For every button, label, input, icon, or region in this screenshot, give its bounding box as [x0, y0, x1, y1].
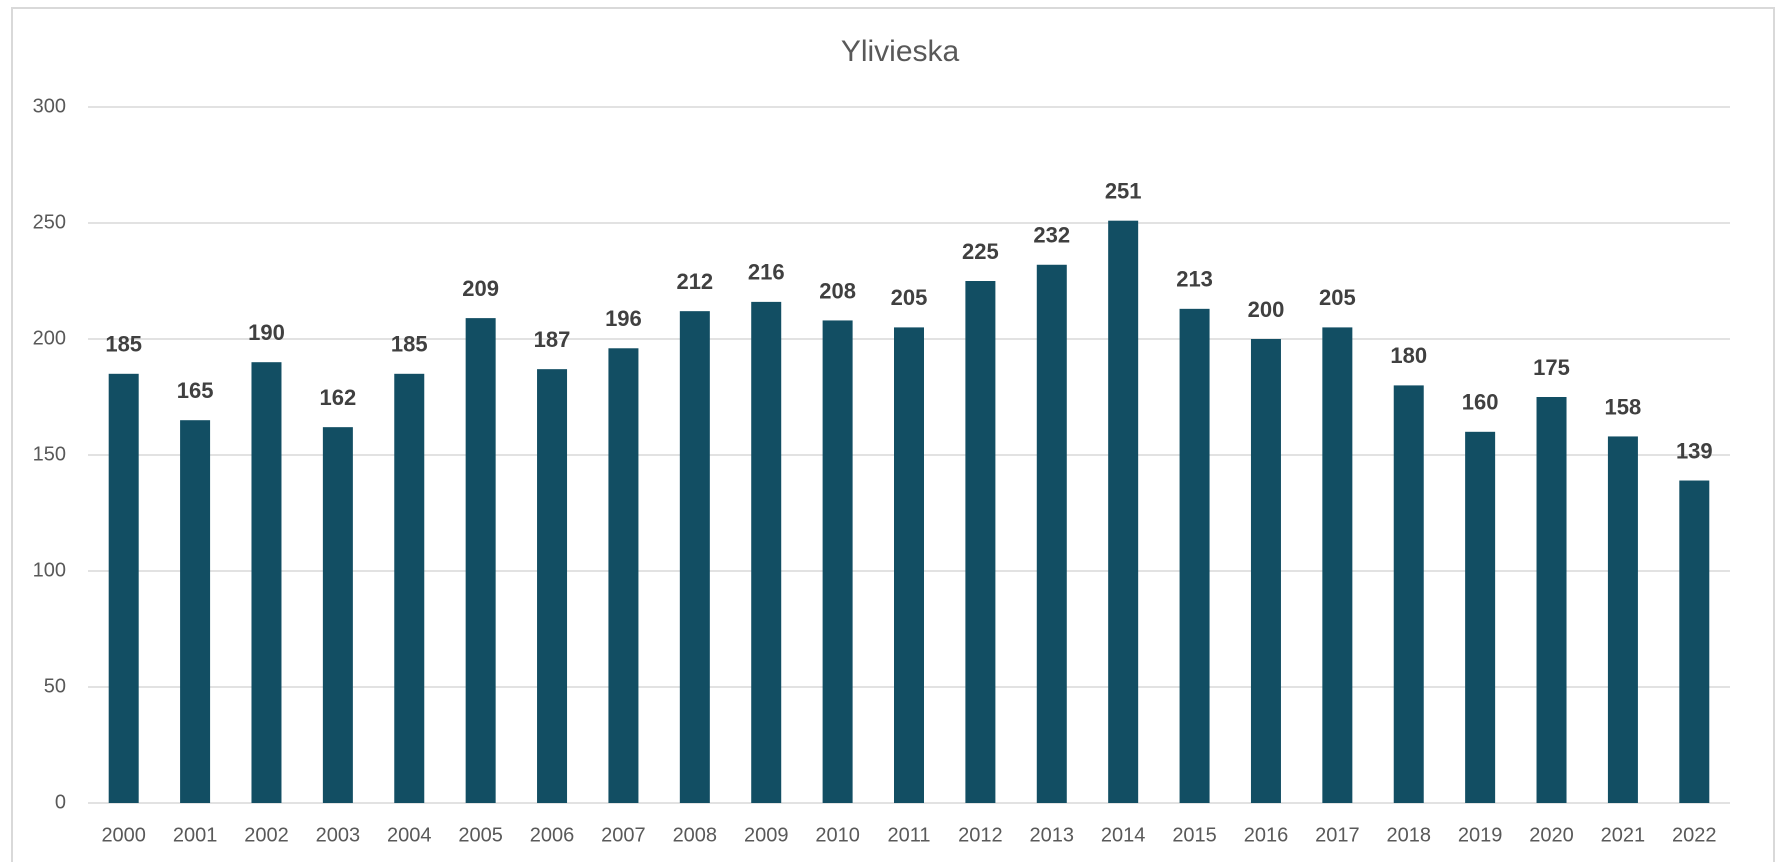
x-tick-label: 2005: [458, 824, 503, 846]
bar: [608, 348, 639, 803]
data-label: 185: [105, 332, 142, 357]
data-label: 139: [1676, 438, 1713, 463]
x-tick-label: 2014: [1101, 824, 1146, 846]
y-tick-label: 300: [33, 95, 66, 117]
bar: [108, 373, 139, 803]
data-label: 232: [1033, 223, 1070, 248]
x-tick-label: 2019: [1458, 824, 1503, 846]
bar: [965, 281, 996, 803]
data-label: 180: [1390, 343, 1427, 368]
chart-title: Ylivieska: [841, 35, 960, 68]
data-label: 205: [891, 285, 928, 310]
y-tick-label: 50: [44, 675, 66, 697]
x-tick-label: 2009: [744, 824, 789, 846]
data-label: 162: [320, 385, 357, 410]
x-tick-label: 2021: [1601, 824, 1646, 846]
data-label: 158: [1605, 394, 1642, 419]
bar: [1108, 220, 1139, 803]
x-tick-label: 2000: [101, 824, 146, 846]
bar: [1679, 480, 1710, 803]
data-label: 200: [1248, 297, 1285, 322]
bar: [679, 311, 710, 803]
y-tick-label: 250: [33, 211, 66, 233]
data-label: 208: [819, 278, 856, 303]
x-tick-label: 2002: [244, 824, 289, 846]
data-label: 212: [676, 269, 713, 294]
bar: [822, 320, 853, 803]
data-label: 185: [391, 332, 428, 357]
bar: [180, 420, 211, 803]
x-tick-label: 2018: [1386, 824, 1431, 846]
x-tick-label: 2006: [530, 824, 575, 846]
bar: [251, 362, 282, 803]
bar: [465, 318, 496, 803]
bar: [394, 373, 425, 803]
x-tick-label: 2017: [1315, 824, 1360, 846]
y-tick-label: 200: [33, 327, 66, 349]
data-label: 225: [962, 239, 999, 264]
x-tick-label: 2015: [1172, 824, 1217, 846]
data-label: 205: [1319, 285, 1356, 310]
data-label: 251: [1105, 178, 1142, 203]
data-label: 190: [248, 320, 285, 345]
bar: [322, 427, 353, 803]
data-label: 160: [1462, 390, 1499, 415]
bar: [1607, 436, 1638, 803]
x-tick-label: 2007: [601, 824, 646, 846]
bar: [1179, 308, 1210, 803]
data-label: 187: [534, 327, 571, 352]
data-label: 175: [1533, 355, 1570, 380]
x-tick-label: 2008: [673, 824, 718, 846]
data-label: 196: [605, 306, 642, 331]
data-label: 216: [748, 260, 785, 285]
y-tick-label: 100: [33, 559, 66, 581]
x-tick-label: 2020: [1529, 824, 1574, 846]
bar: [751, 301, 782, 803]
bar: [1393, 385, 1424, 803]
x-tick-label: 2010: [815, 824, 860, 846]
bar: [1250, 339, 1281, 803]
data-label: 165: [177, 378, 214, 403]
x-tick-label: 2013: [1030, 824, 1075, 846]
x-tick-label: 2012: [958, 824, 1003, 846]
x-tick-label: 2011: [887, 824, 930, 846]
data-label: 213: [1176, 267, 1213, 292]
bar: [537, 369, 568, 803]
x-tick-label: 2016: [1244, 824, 1289, 846]
x-tick-label: 2001: [173, 824, 218, 846]
x-tick-label: 2004: [387, 824, 432, 846]
bar: [894, 327, 924, 803]
data-label: 209: [462, 276, 499, 301]
y-tick-label: 0: [55, 791, 66, 813]
bar: [1465, 431, 1496, 803]
x-tick-label: 2003: [316, 824, 361, 846]
x-tick-label: 2022: [1672, 824, 1717, 846]
y-tick-label: 150: [33, 443, 66, 465]
bar: [1036, 264, 1067, 803]
bar: [1536, 397, 1567, 803]
bar: [1322, 327, 1353, 803]
